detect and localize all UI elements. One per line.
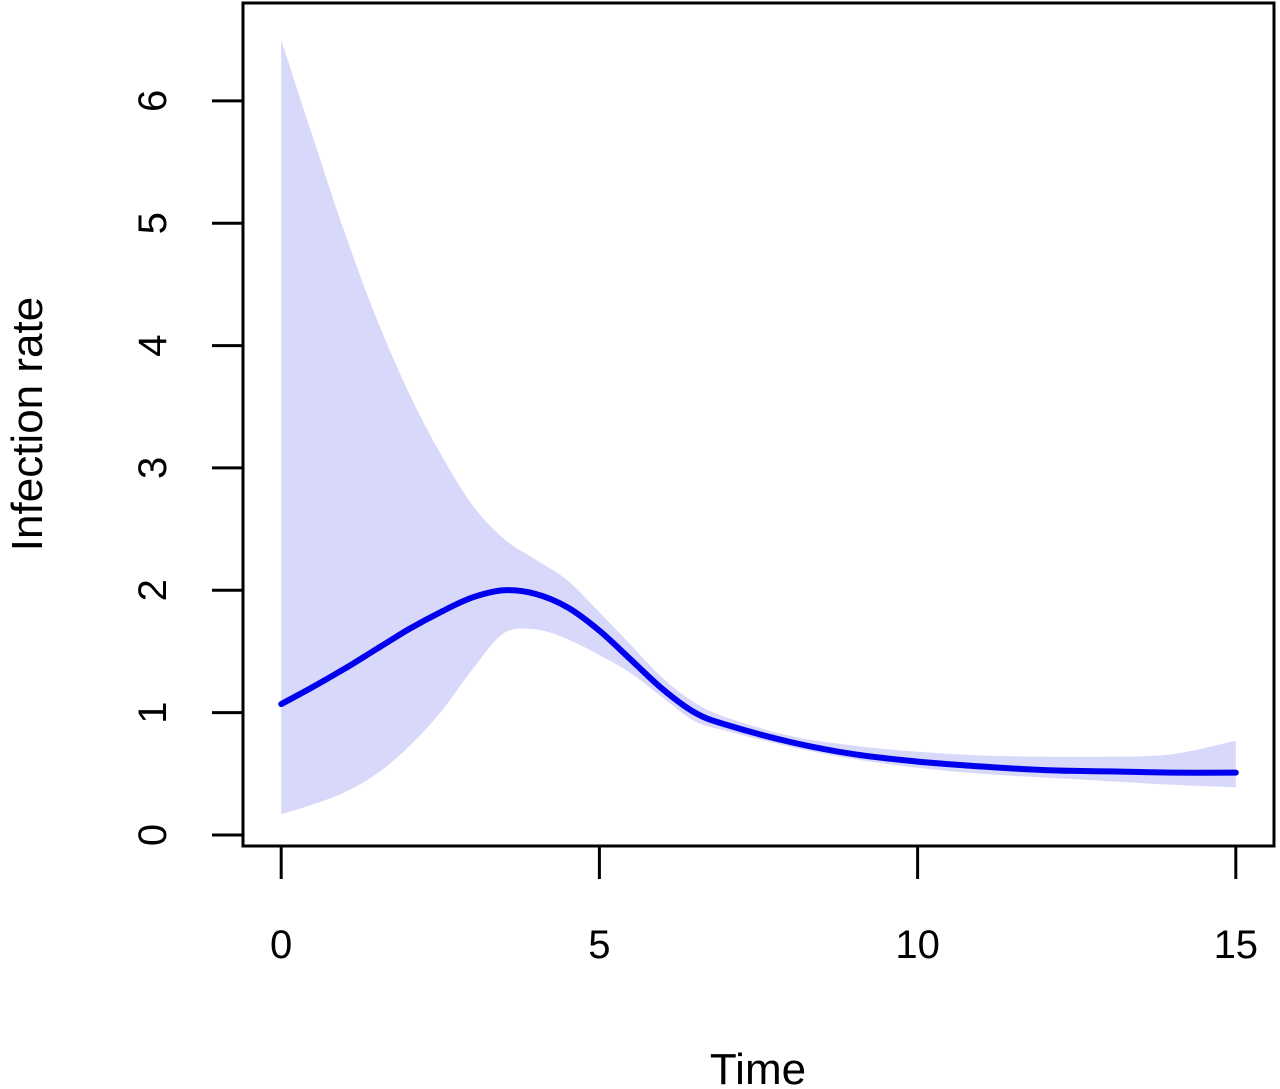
y-tick-label: 3 [131, 457, 175, 479]
x-tick-label: 10 [895, 923, 940, 967]
x-tick-label: 5 [588, 923, 610, 967]
y-tick-label: 5 [131, 212, 175, 234]
series-line [278, 587, 1239, 776]
series-line-layer [278, 587, 1239, 776]
x-axis-title: Time [710, 1045, 806, 1089]
y-tick-label: 0 [131, 824, 175, 846]
x-tick-label: 0 [270, 923, 292, 967]
y-axis: 0 1 2 3 4 5 6 [131, 90, 245, 846]
x-tick-label: 15 [1214, 923, 1259, 967]
y-axis-title: Infection rate [3, 297, 52, 551]
y-tick-label: 1 [131, 701, 175, 723]
confidence-band [281, 39, 1236, 815]
y-tick-label: 4 [131, 334, 175, 356]
y-tick-label: 6 [131, 90, 175, 112]
y-tick-label: 2 [131, 579, 175, 601]
confidence-band-layer [281, 39, 1236, 815]
x-axis: 0 5 10 15 [270, 844, 1259, 967]
